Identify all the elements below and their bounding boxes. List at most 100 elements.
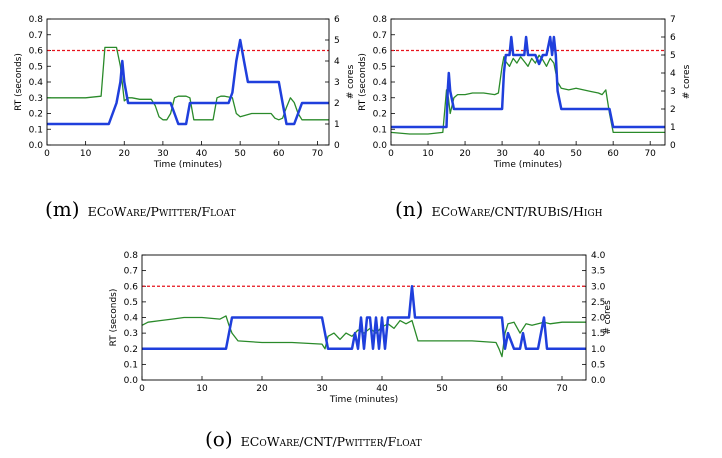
x-tick-label: 70	[312, 149, 324, 159]
x-axis-label: Time (minutes)	[329, 395, 398, 405]
y2-tick-label: 0.0	[591, 376, 606, 386]
y-tick-label: 0.5	[124, 298, 138, 308]
y-tick-label: 0.0	[124, 376, 139, 386]
rt-series-line	[141, 315, 586, 358]
x-tick-label: 0	[139, 384, 145, 394]
y2-tick-label: 6	[334, 15, 340, 25]
x-tick-label: 30	[496, 149, 508, 159]
x-tick-label: 20	[459, 149, 471, 159]
y-tick-label: 0.5	[29, 62, 43, 72]
y-tick-label: 0.8	[29, 15, 44, 25]
y2-tick-label: 0	[670, 141, 676, 151]
y-tick-label: 0.0	[373, 141, 388, 151]
y-tick-label: 0.4	[124, 314, 139, 324]
y2-tick-label: 3.5	[591, 267, 605, 277]
y-tick-label: 0.7	[29, 31, 43, 41]
caption-letter: (m)	[45, 197, 80, 221]
y-tick-label: 0.8	[373, 15, 388, 25]
x-tick-label: 30	[316, 384, 328, 394]
x-tick-label: 40	[533, 149, 545, 159]
y2-tick-label: 3	[334, 78, 340, 88]
y-tick-label: 0.7	[373, 31, 387, 41]
y-tick-label: 0.7	[124, 267, 138, 277]
x-tick-label: 60	[273, 149, 285, 159]
rt-series-line	[390, 54, 665, 135]
y2-tick-label: 1.0	[591, 345, 606, 355]
y2-tick-label: 1.5	[591, 329, 605, 339]
y-tick-label: 0.6	[29, 47, 44, 57]
x-tick-label: 50	[436, 384, 448, 394]
y2-axis-label: # cores	[346, 64, 356, 99]
x-tick-label: 40	[376, 384, 388, 394]
caption-letter: (o)	[205, 427, 233, 451]
y-tick-label: 0.1	[373, 125, 387, 135]
y-tick-label: 0.3	[124, 329, 138, 339]
x-tick-label: 40	[196, 149, 208, 159]
x-tick-label: 10	[422, 149, 434, 159]
x-axis-label: Time (minutes)	[153, 160, 222, 170]
plot-frame	[390, 18, 666, 146]
y2-tick-label: 2.5	[591, 298, 605, 308]
panel-caption: (o) ECoWare/CNT/Pwitter/Float	[205, 427, 422, 451]
y2-axis-label: # cores	[603, 300, 613, 335]
x-tick-label: 60	[496, 384, 508, 394]
y2-tick-label: 3.0	[591, 282, 606, 292]
caption-text: ECoWare/CNT/Pwitter/Float	[241, 434, 422, 449]
y-tick-label: 0.6	[124, 282, 139, 292]
x-tick-label: 0	[388, 149, 394, 159]
y2-tick-label: 2	[334, 99, 340, 109]
x-tick-label: 20	[119, 149, 131, 159]
y-tick-label: 0.1	[29, 125, 43, 135]
y2-tick-label: 0.5	[591, 360, 605, 370]
x-tick-label: 20	[256, 384, 268, 394]
y-tick-label: 0.2	[29, 110, 43, 120]
x-tick-label: 50	[570, 149, 582, 159]
y2-tick-label: 4.0	[591, 251, 606, 261]
y2-tick-label: 2.0	[591, 314, 606, 324]
y-tick-label: 0.4	[29, 78, 44, 88]
y-tick-label: 0.2	[124, 345, 138, 355]
x-axis-label: Time (minutes)	[493, 160, 562, 170]
cores-series-line	[391, 35, 665, 129]
y-tick-label: 0.1	[124, 360, 138, 370]
y-tick-label: 0.4	[373, 78, 388, 88]
caption-letter: (n)	[395, 197, 424, 221]
y2-tick-label: 1	[670, 123, 676, 133]
y-tick-label: 0.0	[29, 141, 44, 151]
y2-tick-label: 6	[670, 33, 676, 43]
y2-axis-label: # cores	[682, 64, 692, 99]
y2-tick-label: 2	[670, 105, 676, 115]
y2-tick-label: 5	[670, 51, 676, 61]
y2-tick-label: 1	[334, 120, 340, 130]
y-tick-label: 0.8	[124, 251, 139, 261]
cores-series-line	[142, 285, 586, 351]
plot-frame	[141, 254, 587, 381]
plot-frame	[46, 18, 330, 146]
y2-tick-label: 4	[334, 57, 340, 67]
rt-series-line	[47, 46, 329, 121]
y-tick-label: 0.3	[29, 94, 43, 104]
panel-caption: (n) ECoWare/CNT/RUBiS/High	[395, 197, 603, 221]
y2-tick-label: 4	[670, 69, 676, 79]
x-tick-label: 10	[80, 149, 92, 159]
y-tick-label: 0.5	[373, 62, 387, 72]
chart-panel-m: 0 10 20 30 40 50 60 700.00.10.20.30.40.50.60.70…	[14, 15, 356, 221]
y-axis-label: RT (seconds)	[14, 53, 24, 111]
caption-text: ECoWare/Pwitter/Float	[88, 204, 236, 219]
y-tick-label: 0.2	[373, 110, 387, 120]
chart-panel-o: 0 10 20 30 40 50 60 70 0.0 0.1 0.2 0.3 0.4 0.5 0.6 0.7 0…	[109, 251, 613, 451]
y-axis-label: RT (seconds)	[109, 289, 119, 347]
panel-caption: (m) ECoWare/Pwitter/Float	[45, 197, 236, 221]
cores-series-line	[47, 38, 329, 126]
y2-tick-label: 0	[334, 141, 340, 151]
y2-tick-label: 5	[334, 36, 340, 46]
x-tick-label: 10	[196, 384, 208, 394]
chart-panel-n: 0 10 20 30 40 50 60 700.00.10.20.30.40.50.60.70…	[358, 15, 692, 221]
y2-tick-label: 7	[670, 15, 676, 25]
x-tick-label: 60	[607, 149, 619, 159]
x-tick-label: 50	[234, 149, 246, 159]
y-tick-label: 0.3	[373, 94, 387, 104]
y-tick-label: 0.6	[373, 47, 388, 57]
caption-text: ECoWare/CNT/RUBiS/High	[432, 204, 603, 219]
x-tick-label: 0	[44, 149, 50, 159]
